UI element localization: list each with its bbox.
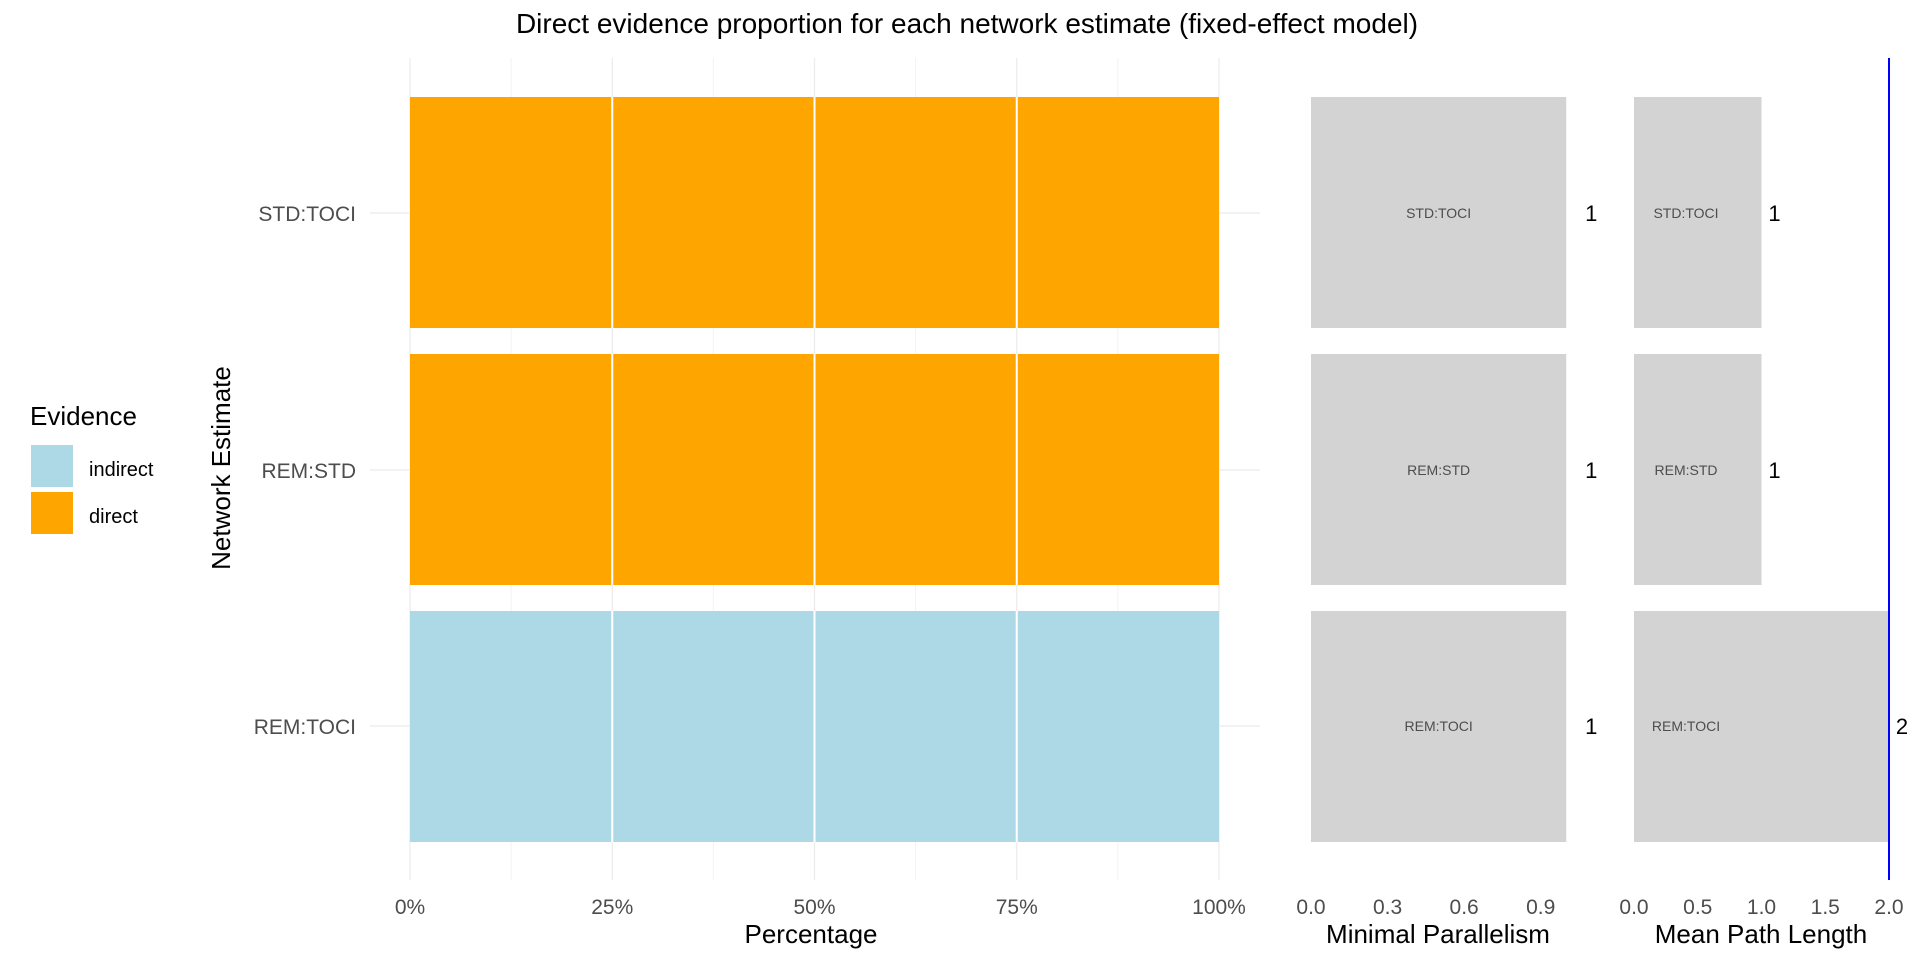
x-axis-label-minimal-parallelism: Minimal Parallelism xyxy=(1326,919,1550,949)
category-label-rem-toci: REM:TOCI xyxy=(254,716,356,739)
x-tick-label: 0.5 xyxy=(1683,896,1712,919)
bar-std-toci-parallelism xyxy=(1311,97,1567,328)
bar-inner-label: REM:STD xyxy=(1655,462,1718,478)
bar-std-toci-path-length xyxy=(1634,97,1762,328)
value-label: 1 xyxy=(1585,201,1597,226)
x-tick-label: 0% xyxy=(395,896,425,919)
y-axis-label: Network Estimate xyxy=(206,366,236,570)
value-label: 2 xyxy=(1896,714,1908,739)
legend-label-indirect: indirect xyxy=(89,459,154,481)
value-label: 1 xyxy=(1768,458,1780,483)
category-label-rem-std: REM:STD xyxy=(262,460,357,483)
bar-rem-toci-parallelism xyxy=(1311,611,1567,842)
category-label-std-toci: STD:TOCI xyxy=(258,203,356,226)
x-tick-label: 0.6 xyxy=(1450,896,1479,919)
legend-label-direct: direct xyxy=(89,506,138,528)
category-labels: STD:TOCI REM:STD REM:TOCI xyxy=(254,203,356,739)
panel3-bars: STD:TOCI 1 REM:STD 1 REM:TOCI 2 xyxy=(1634,97,1908,842)
legend-swatch-indirect xyxy=(31,445,73,487)
bar-rem-toci-path-length xyxy=(1634,611,1889,842)
x-tick-label: 100% xyxy=(1192,896,1246,919)
x-tick-label: 0.9 xyxy=(1526,896,1555,919)
x-axis-label-mean-path-length: Mean Path Length xyxy=(1655,919,1868,949)
x-tick-label: 0.0 xyxy=(1619,896,1648,919)
value-label: 1 xyxy=(1768,201,1780,226)
x-tick-label: 50% xyxy=(793,896,835,919)
chart-title: Direct evidence proportion for each netw… xyxy=(516,8,1418,39)
x-tick-label: 75% xyxy=(996,896,1038,919)
bar-inner-label: REM:STD xyxy=(1407,462,1470,478)
legend-swatch-direct xyxy=(31,492,73,534)
legend: Evidence indirect direct xyxy=(30,401,154,534)
x-tick-label: 1.5 xyxy=(1811,896,1840,919)
bar-inner-label: STD:TOCI xyxy=(1653,205,1718,221)
x-tick-label: 0.0 xyxy=(1296,896,1325,919)
bar-inner-label: STD:TOCI xyxy=(1406,205,1471,221)
panel1-bars xyxy=(410,97,1219,842)
value-label: 1 xyxy=(1585,458,1597,483)
bar-inner-label: REM:TOCI xyxy=(1405,718,1473,734)
bar-inner-label: REM:TOCI xyxy=(1652,718,1720,734)
panel2-tick-labels: 0.0 0.3 0.6 0.9 xyxy=(1296,896,1555,919)
value-label: 1 xyxy=(1585,714,1597,739)
x-tick-label: 2.0 xyxy=(1874,896,1903,919)
panel1-tick-labels: 0% 25% 50% 75% 100% xyxy=(395,896,1246,919)
x-axis-label-percentage: Percentage xyxy=(745,919,878,949)
panel2-bars: STD:TOCI 1 REM:STD 1 REM:TOCI 1 xyxy=(1311,97,1597,842)
bar-rem-std-path-length xyxy=(1634,354,1762,585)
legend-title: Evidence xyxy=(30,401,137,431)
bar-rem-std-parallelism xyxy=(1311,354,1567,585)
x-tick-label: 25% xyxy=(591,896,633,919)
x-tick-label: 1.0 xyxy=(1747,896,1776,919)
x-tick-label: 0.3 xyxy=(1373,896,1402,919)
panel3-tick-labels: 0.0 0.5 1.0 1.5 2.0 xyxy=(1619,896,1903,919)
